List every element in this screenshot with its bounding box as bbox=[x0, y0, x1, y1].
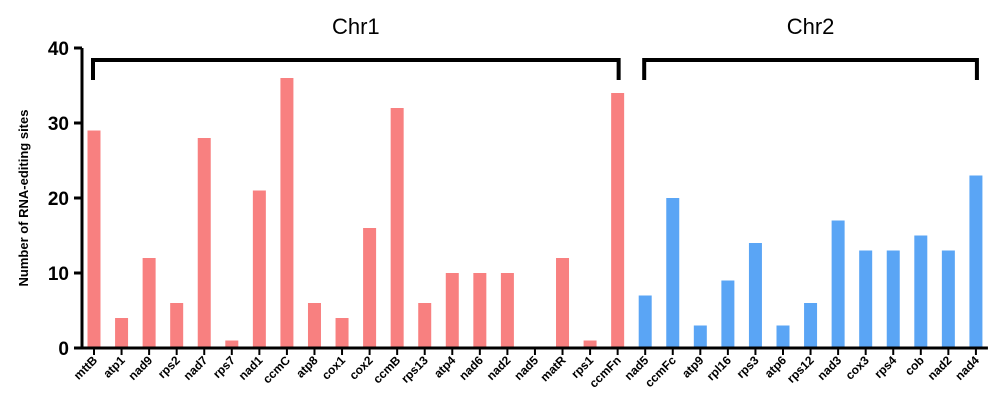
bar-rps3 bbox=[748, 243, 762, 347]
x-tick-label: nad9 bbox=[126, 353, 156, 383]
bracket-Chr2 bbox=[642, 58, 979, 80]
bar-matR bbox=[556, 258, 570, 347]
bar-nad4 bbox=[969, 175, 983, 347]
bar-rps13 bbox=[418, 303, 432, 347]
x-tick-label: atp4 bbox=[431, 353, 459, 381]
x-tick-label: matR bbox=[538, 353, 569, 384]
x-tick-label: nad5 bbox=[511, 353, 541, 383]
x-tick-label: ccmFn bbox=[587, 353, 624, 390]
bar-nad2 bbox=[500, 273, 514, 347]
x-tick-label: rps2 bbox=[155, 353, 183, 381]
bar-rps4 bbox=[886, 250, 900, 347]
y-axis-label: Number of RNA-editing sites bbox=[16, 110, 31, 287]
bar-atp6 bbox=[776, 325, 790, 347]
bar-nad7 bbox=[197, 138, 211, 347]
bar-atp4 bbox=[445, 273, 459, 347]
x-tick-label: nad2 bbox=[925, 353, 955, 383]
bar-nad3 bbox=[831, 220, 845, 347]
bar-nad2 bbox=[941, 250, 955, 347]
y-tick-label: 0 bbox=[58, 339, 69, 360]
group-brackets: Chr1 Chr2 bbox=[91, 14, 979, 80]
bar-cox2 bbox=[363, 228, 377, 347]
y-tick-label: 30 bbox=[48, 114, 69, 135]
x-tick-label: mttB bbox=[71, 353, 100, 382]
y-tick-labels: 0 10 20 30 40 bbox=[48, 39, 69, 360]
bar-ccmB bbox=[390, 108, 404, 347]
x-tick-label: rps7 bbox=[210, 353, 238, 381]
bar-nad5 bbox=[638, 295, 652, 347]
x-tick-label: nad3 bbox=[815, 353, 845, 383]
bar-cox3 bbox=[859, 250, 873, 347]
x-tick-label: rps3 bbox=[734, 353, 762, 381]
bar-ccmC bbox=[280, 78, 294, 347]
x-tick-label: nad6 bbox=[456, 353, 486, 383]
group-label-Chr1: Chr1 bbox=[332, 14, 380, 39]
bar-ccmFn bbox=[611, 93, 625, 347]
x-tick-label: atp1 bbox=[100, 353, 128, 381]
bar-nad9 bbox=[142, 258, 156, 347]
bar-mttB bbox=[87, 130, 101, 347]
bar-cob bbox=[914, 235, 928, 347]
x-tick-label: rps4 bbox=[872, 353, 900, 381]
x-tick-label: cox1 bbox=[319, 353, 348, 382]
x-tick-label: ccmC bbox=[260, 353, 293, 386]
x-tick-label: cob bbox=[902, 353, 927, 378]
bar-rps1 bbox=[583, 340, 597, 347]
bar-nad1 bbox=[252, 190, 266, 347]
x-tick-label: nad7 bbox=[181, 353, 211, 383]
bar-ccmFc bbox=[666, 198, 680, 347]
x-tick-label: cox3 bbox=[843, 353, 872, 382]
axes bbox=[74, 46, 988, 355]
bar-atp9 bbox=[693, 325, 707, 347]
x-tick-label: ccmB bbox=[370, 353, 403, 386]
bracket-Chr1 bbox=[91, 58, 621, 80]
x-tick-label: nad2 bbox=[484, 353, 514, 383]
x-tick-label: rps13 bbox=[398, 353, 431, 386]
bar-rpl16 bbox=[721, 280, 735, 347]
bar-nad6 bbox=[473, 273, 487, 347]
bars bbox=[87, 78, 983, 347]
group-label-Chr2: Chr2 bbox=[787, 14, 835, 39]
y-tick-label: 20 bbox=[48, 189, 69, 210]
y-tick-label: 40 bbox=[48, 39, 69, 60]
x-tick-label: rpl16 bbox=[704, 353, 734, 383]
x-tick-label: atp9 bbox=[679, 353, 707, 381]
bar-rps2 bbox=[170, 303, 184, 347]
x-tick-label: rps12 bbox=[784, 353, 817, 386]
bar-atp8 bbox=[307, 303, 321, 347]
x-tick-label: ccmFc bbox=[642, 353, 679, 390]
bar-atp1 bbox=[115, 318, 129, 347]
bar-cox1 bbox=[335, 318, 349, 347]
x-tick-label: nad4 bbox=[952, 353, 982, 383]
x-tick-label: atp8 bbox=[293, 353, 321, 381]
bar-rps12 bbox=[804, 303, 818, 347]
bar-rps7 bbox=[225, 340, 239, 347]
y-tick-label: 10 bbox=[48, 264, 69, 285]
